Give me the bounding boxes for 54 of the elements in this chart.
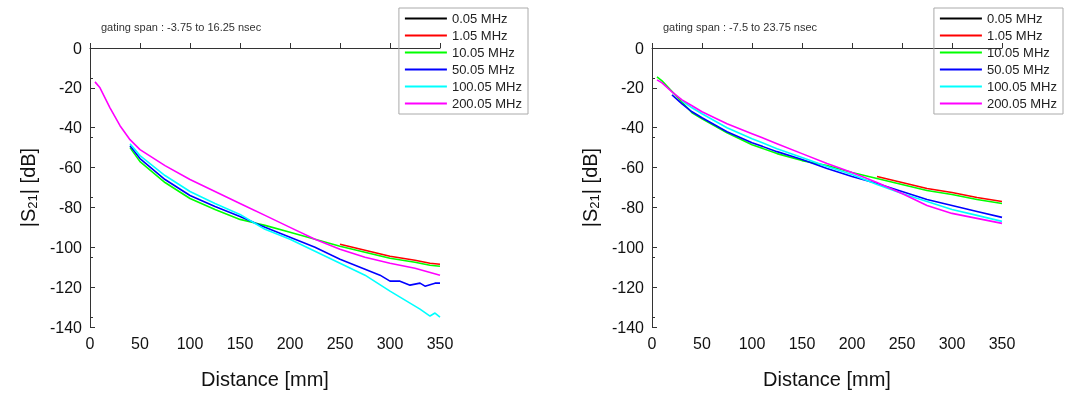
- x-tick-label: 300: [938, 334, 966, 352]
- line-series: [876, 175, 1003, 203]
- y-axis-title: |S21| [dB]: [578, 147, 603, 228]
- y-tick-label: -140: [611, 318, 645, 336]
- line-series: [94, 81, 441, 276]
- x-tick-label: 150: [226, 334, 254, 352]
- x-tick-label: 0: [85, 334, 95, 352]
- x-tick-label: 350: [426, 334, 454, 352]
- x-tick-label: 250: [888, 334, 916, 352]
- legend-label: 0.05 MHz: [986, 11, 1043, 26]
- legend-label: 10.05 MHz: [986, 45, 1050, 60]
- x-tick-label: 300: [376, 334, 404, 352]
- x-tick-label: 100: [738, 334, 766, 352]
- line-series: [339, 243, 441, 266]
- y-tick-label: -140: [49, 318, 83, 336]
- y-tick-label: -100: [49, 238, 83, 256]
- y-tick-label: -20: [58, 79, 83, 97]
- legend-label: 50.05 MHz: [986, 62, 1050, 77]
- y-tick-label: -80: [58, 198, 83, 216]
- y-tick-label: -60: [58, 159, 83, 177]
- legend-label: 1.05 MHz: [986, 28, 1043, 43]
- y-axis-title: |S21| [dB]: [16, 147, 41, 228]
- legend-label: 100.05 MHz: [451, 79, 522, 94]
- x-tick-label: 250: [326, 334, 354, 352]
- chart-title: gating span : -3.75 to 16.25 nsec: [101, 20, 262, 33]
- legend-label: 10.05 MHz: [451, 45, 515, 60]
- y-tick-label: -120: [611, 278, 645, 296]
- y-tick-label: -40: [620, 119, 645, 137]
- x-tick-label: 150: [788, 334, 816, 352]
- x-tick-label: 50: [693, 334, 711, 352]
- y-tick-label: -60: [620, 159, 645, 177]
- x-tick-label: 350: [988, 334, 1016, 352]
- y-tick-label: -120: [49, 278, 83, 296]
- legend-label: 1.05 MHz: [451, 28, 508, 43]
- x-tick-label: 100: [176, 334, 204, 352]
- legend-label: 200.05 MHz: [451, 96, 522, 111]
- legend-label: 0.05 MHz: [451, 11, 508, 26]
- x-tick-label: 200: [276, 334, 304, 352]
- x-tick-label: 200: [838, 334, 866, 352]
- y-tick-label: -100: [611, 238, 645, 256]
- y-tick-label: 0: [635, 39, 645, 57]
- legend-label: 50.05 MHz: [451, 62, 515, 77]
- line-series: [129, 142, 441, 318]
- y-tick-label: 0: [73, 39, 83, 57]
- x-axis-title: Distance [mm]: [201, 368, 329, 390]
- y-tick-label: -80: [620, 198, 645, 216]
- legend-label: 100.05 MHz: [986, 79, 1057, 94]
- x-axis-title: Distance [mm]: [763, 368, 891, 390]
- x-tick-label: 0: [647, 334, 657, 352]
- legend-label: 200.05 MHz: [986, 96, 1057, 111]
- y-tick-label: -40: [58, 119, 83, 137]
- x-tick-label: 50: [131, 334, 149, 352]
- chart-title: gating span : -7.5 to 23.75 nsec: [663, 20, 818, 33]
- y-tick-label: -20: [620, 79, 645, 97]
